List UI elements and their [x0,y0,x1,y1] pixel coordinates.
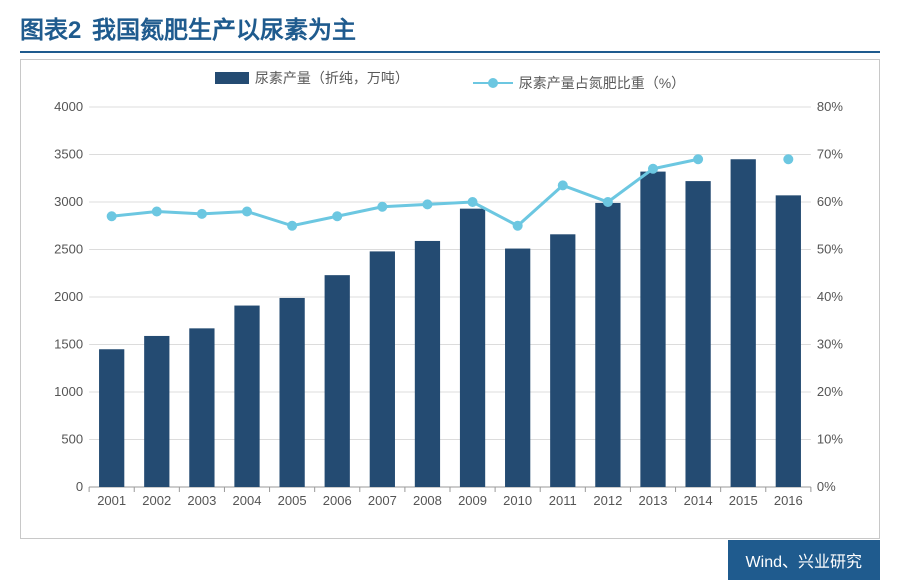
svg-text:0%: 0% [817,479,836,494]
svg-text:1500: 1500 [54,337,83,352]
chart-svg: 0 500 1000 1500 2000 2500 3000 3500 4000 0% 10% 20%… [39,97,861,517]
svg-text:2012: 2012 [593,493,622,508]
chart-container: 尿素产量（折纯，万吨） 尿素产量占氮肥比重（%） 0 500 1000 1500 200… [20,59,880,539]
svg-text:2011: 2011 [549,493,577,508]
title-prefix: 图表2 [20,17,81,44]
legend: 尿素产量（折纯，万吨） 尿素产量占氮肥比重（%） [39,68,861,93]
svg-text:2002: 2002 [142,493,171,508]
svg-text:60%: 60% [817,194,843,209]
svg-text:2007: 2007 [368,493,397,508]
svg-text:80%: 80% [817,99,843,114]
svg-text:2016: 2016 [774,493,803,508]
svg-text:40%: 40% [817,289,843,304]
svg-text:2004: 2004 [233,493,262,508]
svg-text:4000: 4000 [54,99,83,114]
svg-text:2014: 2014 [684,493,713,508]
chart-title: 图表2 我国氮肥生产以尿素为主 [0,0,900,51]
svg-text:2001: 2001 [97,493,126,508]
svg-text:1000: 1000 [54,384,83,399]
svg-text:2009: 2009 [458,493,487,508]
bar-swatch-icon [215,72,249,84]
legend-bar-label: 尿素产量（折纯，万吨） [255,68,409,88]
title-text: 我国氮肥生产以尿素为主 [92,17,356,44]
svg-text:30%: 30% [817,337,843,352]
svg-text:2003: 2003 [187,493,216,508]
svg-text:2013: 2013 [639,493,668,508]
line-swatch-icon [473,76,513,90]
svg-text:2500: 2500 [54,242,83,257]
svg-text:2000: 2000 [54,289,83,304]
legend-line: 尿素产量占氮肥比重（%） [473,73,685,93]
source-badge: Wind、兴业研究 [728,540,880,580]
svg-text:3500: 3500 [54,147,83,162]
svg-text:2006: 2006 [323,493,352,508]
svg-text:3000: 3000 [54,194,83,209]
svg-text:0: 0 [76,479,83,494]
svg-text:10%: 10% [817,432,843,447]
svg-text:2008: 2008 [413,493,442,508]
svg-text:2005: 2005 [278,493,307,508]
svg-text:20%: 20% [817,384,843,399]
svg-text:2010: 2010 [503,493,532,508]
title-underline [20,51,880,53]
legend-bar: 尿素产量（折纯，万吨） [215,68,409,88]
source-text: Wind、兴业研究 [746,554,862,571]
plot-area: 0 500 1000 1500 2000 2500 3000 3500 4000 0% 10% 20%… [39,97,861,517]
legend-line-label: 尿素产量占氮肥比重（%） [519,73,685,93]
svg-text:500: 500 [61,432,83,447]
svg-text:50%: 50% [817,242,843,257]
svg-text:2015: 2015 [729,493,758,508]
svg-text:70%: 70% [817,147,843,162]
